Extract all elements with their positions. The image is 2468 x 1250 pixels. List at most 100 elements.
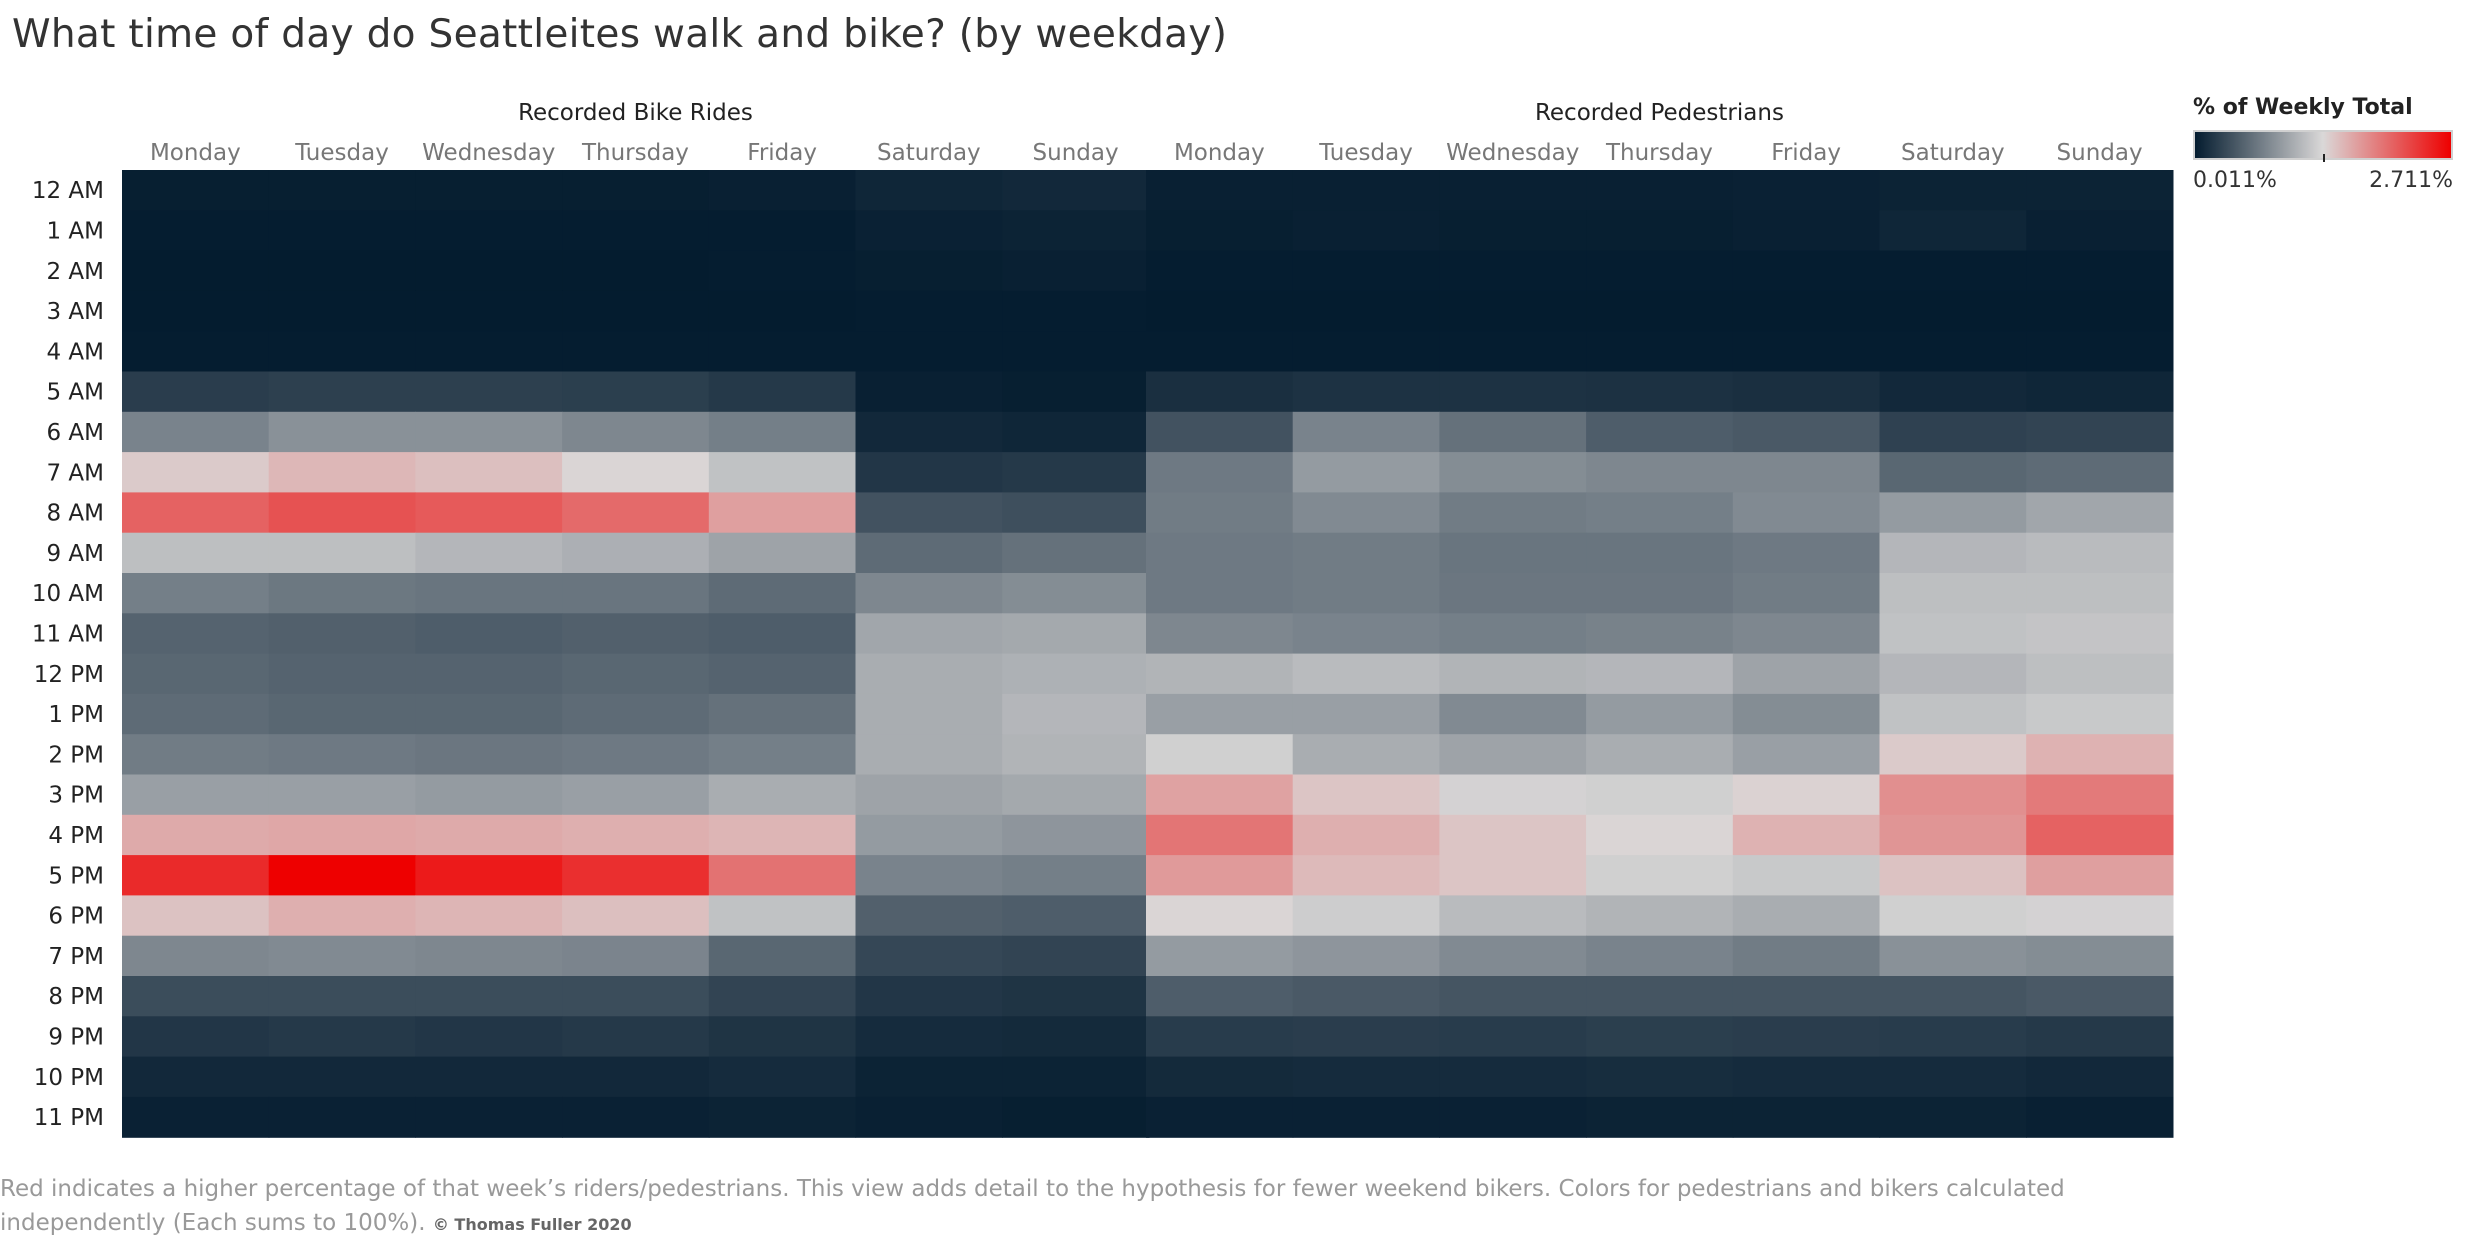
heatmap-cell [122,734,270,776]
heatmap-cell [268,210,416,252]
heatmap-cell [1879,895,2027,937]
heatmap-cell [268,290,416,332]
heatmap-cell [122,532,270,574]
heatmap-cell [1002,411,1150,453]
footnote-credit: © Thomas Fuller 2020 [432,1215,632,1234]
heatmap-cell [1146,452,1294,493]
heatmap-cell [1879,411,2027,453]
hour-label: 9 AM [46,541,104,567]
heatmap-cell [562,1056,710,1098]
heatmap-cell [1002,814,1150,856]
heatmap-cell [855,210,1003,252]
heatmap-cell [855,492,1003,534]
heatmap-cell [1586,895,1734,937]
heatmap-cell [562,693,710,735]
heatmap-cell [1439,532,1587,574]
day-label: Monday [150,140,241,166]
heatmap-cell [1292,814,1440,856]
heatmap-cell [708,371,857,413]
heatmap-cell [1146,492,1294,534]
heatmap-cell [122,170,270,211]
heatmap-cell [1292,895,1440,937]
color-legend: % of Weekly Total 0.011% 2.711% [2193,95,2465,193]
heatmap-cell [708,734,857,776]
heatmap-cell [562,935,710,977]
heatmap-cell [1879,532,2027,574]
heatmap-cell [1292,935,1440,977]
heatmap-cell [2026,290,2174,332]
heatmap-cell [2026,532,2174,574]
heatmap-cell [1879,814,2027,856]
heatmap-cell [1732,290,1881,332]
heatmap-cell [1146,814,1294,856]
heatmap-cell [1586,814,1734,856]
heatmap-cell [268,1096,416,1138]
heatmap-cell [415,895,563,937]
hour-label: 12 AM [32,178,104,204]
heatmap-cell [1292,411,1440,453]
heatmap-cell [122,976,270,1017]
heatmap-cell [2026,1016,2174,1058]
footnote: Red indicates a higher percentage of tha… [0,1172,2080,1242]
heatmap-cell [1292,693,1440,735]
heatmap-cell [122,250,270,292]
hour-label: 11 PM [34,1105,104,1131]
heatmap-cell [268,170,416,211]
heatmap-cell [708,250,857,292]
day-label: Wednesday [1446,140,1579,166]
heatmap-cell [708,976,857,1017]
heatmap-cell [1146,613,1294,655]
heatmap-cell [268,935,416,977]
heatmap-cell [415,170,563,211]
pedestrians-panel: Recorded Pedestrians Monday Tuesday Wednesd… [1146,100,2174,1138]
heatmap-cell [415,774,563,816]
heatmap-cell [1586,331,1734,373]
heatmap-cell [708,1096,857,1138]
heatmap-cell [268,532,416,574]
heatmap-cell [415,250,563,292]
heatmap-cell [1732,895,1881,937]
heatmap-cell [122,653,270,695]
heatmap-cell [708,613,857,655]
heatmap-cell [562,855,710,896]
heatmap-cell [122,210,270,252]
heatmap-cell [562,290,710,332]
heatmap-cell [1586,210,1734,252]
heatmap-cell [708,170,857,211]
heatmap-cell [562,411,710,453]
heatmap-cell [1439,855,1587,896]
heatmap-cell [415,734,563,776]
heatmap-cell [1002,895,1150,937]
heatmap-cell [415,814,563,856]
hour-labels: 12 AM 1 AM 2 AM 3 AM 4 AM 5 AM 6 AM 7 AM 8 AM 9 A… [32,178,104,1131]
heatmap-cell [1002,1016,1150,1058]
heatmap-cell [1732,693,1881,735]
heatmap-cell [2026,331,2174,373]
heatmap-cell [2026,371,2174,413]
heatmap-cell [1879,492,2027,534]
heatmap-cell [415,210,563,252]
legend-midpoint-tick [2323,154,2325,162]
heatmap-cell [1879,1096,2027,1138]
heatmap-cell [1292,1056,1440,1098]
heatmap-cell [1146,774,1294,816]
heatmap-cell [1879,210,2027,252]
heatmap-cell [1879,774,2027,816]
heatmap-cell [1146,170,1294,211]
heatmap-cell [855,895,1003,937]
day-label: Sunday [2057,140,2143,166]
hour-label: 5 AM [46,380,104,406]
heatmap-cell [1439,653,1587,695]
heatmap-cell [1586,653,1734,695]
heatmap-cell [1002,170,1150,211]
heatmap-cell [1439,693,1587,735]
heatmap-cell [268,492,416,534]
heatmap-cell [415,1056,563,1098]
hour-label: 3 AM [46,299,104,325]
heatmap-chart: 12 AM 1 AM 2 AM 3 AM 4 AM 5 AM 6 AM 7 AM 8 AM 9 A… [32,100,2174,1138]
heatmap-cell [1002,290,1150,332]
heatmap-cell [1002,855,1150,896]
heatmap-cell [1292,734,1440,776]
heatmap-cell [268,1016,416,1058]
heatmap-cell [855,774,1003,816]
